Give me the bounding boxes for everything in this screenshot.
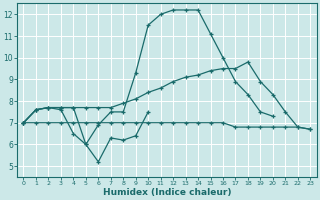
X-axis label: Humidex (Indice chaleur): Humidex (Indice chaleur) [103,188,231,197]
